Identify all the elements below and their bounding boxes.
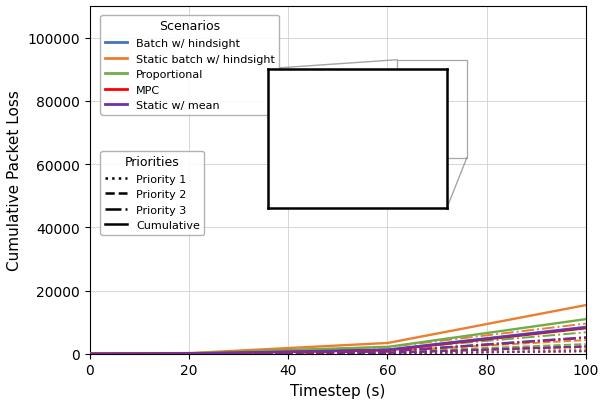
Legend: Priority 1, Priority 2, Priority 3, Cumulative: Priority 1, Priority 2, Priority 3, Cumu…	[101, 151, 204, 235]
Bar	[398, 61, 467, 158]
X-axis label: Timestep (s): Timestep (s)	[290, 383, 385, 398]
Y-axis label: Cumulative Packet Loss: Cumulative Packet Loss	[7, 90, 22, 271]
